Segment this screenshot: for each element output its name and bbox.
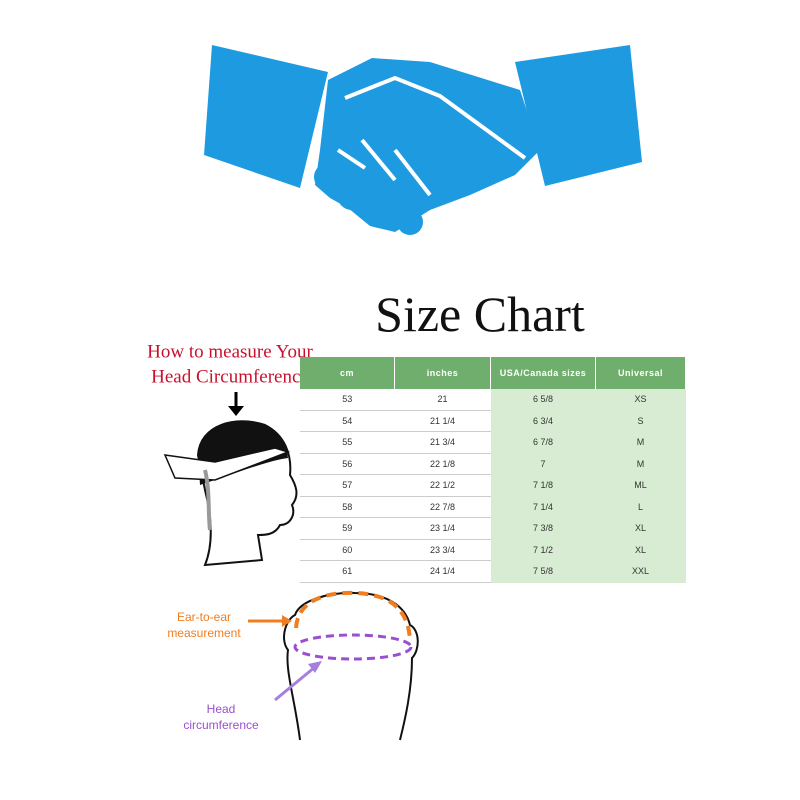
- title: Size Chart: [375, 286, 585, 342]
- table-row: 57 22 1/2 7 1/8 ML: [300, 474, 686, 497]
- table-cell: XL: [595, 539, 686, 561]
- column-header: USA/Canada sizes: [490, 357, 596, 389]
- table-body: 53 21 6 5/8 XS 54 21 1/4 6 3/4 S 55 21 3/4 6 7/8 M 5…: [300, 389, 686, 583]
- size-table: cm inches USA/Canada sizes Universal 53 21 6 …: [300, 357, 686, 583]
- table-cell: XS: [595, 389, 686, 411]
- table-cell: 21 3/4: [394, 431, 491, 454]
- table-cell: L: [595, 496, 686, 518]
- table-cell: 7 1/4: [490, 496, 596, 518]
- table-cell: 61: [300, 560, 395, 583]
- table-cell: 23 3/4: [394, 539, 491, 561]
- table-cell: 58: [300, 496, 395, 518]
- table-cell: 7 1/2: [490, 539, 596, 561]
- table-cell: 59: [300, 517, 395, 540]
- table-cell: 22 7/8: [394, 496, 491, 518]
- table-cell: ML: [595, 474, 686, 497]
- table-cell: 7 1/8: [490, 474, 596, 497]
- table-cell: 7 3/8: [490, 517, 596, 540]
- table-cell: 56: [300, 453, 395, 475]
- table-cell: 60: [300, 539, 395, 561]
- table-cell: 6 7/8: [490, 431, 596, 454]
- table-cell: 23 1/4: [394, 517, 491, 540]
- head-circumference-label: Head: [207, 702, 236, 716]
- table-cell: M: [595, 431, 686, 454]
- measure-caption: How to measure Your: [147, 341, 313, 362]
- table-row: 58 22 7/8 7 1/4 L: [300, 496, 686, 518]
- column-header: Universal: [595, 357, 686, 389]
- table-cell: 7: [490, 453, 596, 475]
- header-row: cm inches USA/Canada sizes Universal: [300, 357, 686, 389]
- column-header: cm: [300, 357, 395, 389]
- ear-to-ear-label: Ear-to-ear: [177, 610, 231, 624]
- head-circumference-label: circumference: [183, 718, 259, 732]
- table-row: 59 23 1/4 7 3/8 XL: [300, 517, 686, 540]
- table-row: 56 22 1/8 7 M: [300, 453, 686, 475]
- table-row: 61 24 1/4 7 5/8 XXL: [300, 560, 686, 583]
- table-row: 55 21 3/4 6 7/8 M: [300, 431, 686, 454]
- table-cell: 54: [300, 410, 395, 432]
- table-row: 60 23 3/4 7 1/2 XL: [300, 539, 686, 561]
- head-diagram: [248, 590, 419, 741]
- table-row: 53 21 6 5/8 XS: [300, 389, 686, 411]
- table-cell: M: [595, 453, 686, 475]
- column-header: inches: [394, 357, 491, 389]
- table-cell: 22 1/8: [394, 453, 491, 475]
- table-cell: 57: [300, 474, 395, 497]
- handshake-icon: [204, 45, 642, 235]
- handshake-lines: [336, 75, 527, 197]
- table-cell: XXL: [595, 560, 686, 583]
- table-cell: 6 5/8: [490, 389, 596, 411]
- table-cell: 21: [394, 389, 491, 411]
- ear-to-ear-label: measurement: [167, 626, 241, 640]
- table-cell: XL: [595, 517, 686, 540]
- table-cell: 53: [300, 389, 395, 411]
- table-cell: 7 5/8: [490, 560, 596, 583]
- head-profile: [163, 392, 298, 567]
- table-cell: S: [595, 410, 686, 432]
- table-cell: 55: [300, 431, 395, 454]
- measure-caption: Head Circumference: [151, 366, 309, 387]
- table-cell: 22 1/2: [394, 474, 491, 497]
- table-cell: 24 1/4: [394, 560, 491, 583]
- table-cell: 21 1/4: [394, 410, 491, 432]
- table-cell: 6 3/4: [490, 410, 596, 432]
- table-row: 54 21 1/4 6 3/4 S: [300, 410, 686, 432]
